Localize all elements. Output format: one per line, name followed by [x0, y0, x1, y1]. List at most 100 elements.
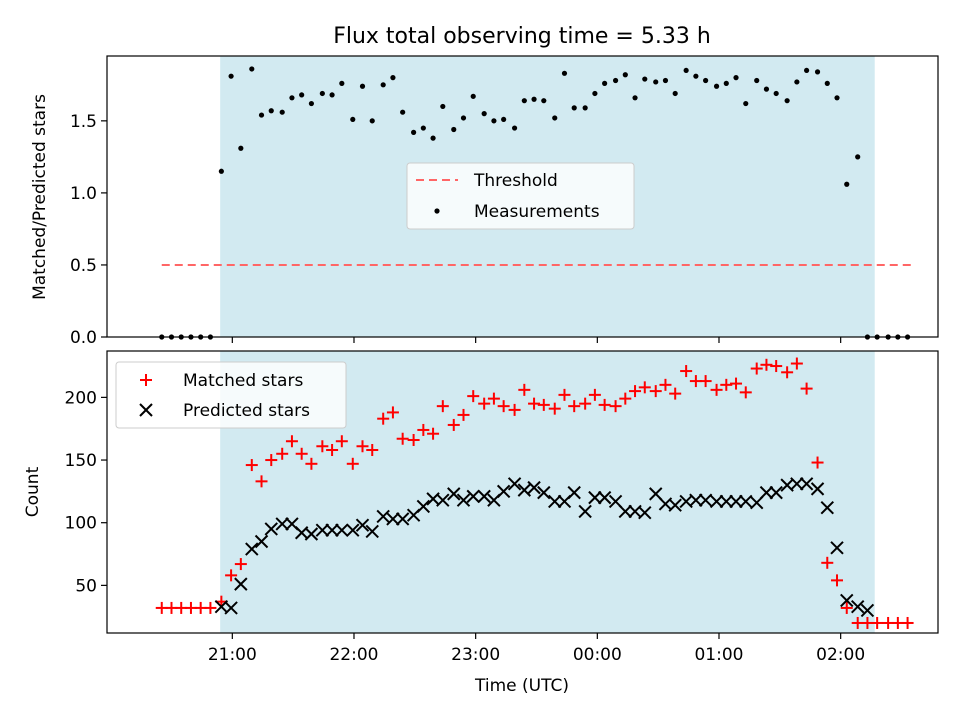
top-panel: 0.0 0.5 1.0 1.5 Matched/Predicted stars Thr…: [30, 55, 939, 348]
measurement-point: [481, 111, 487, 117]
matched-star-point: [629, 385, 642, 398]
matched-star-point: [588, 388, 601, 401]
predicted-star-point: [810, 482, 825, 496]
measurement-point: [773, 90, 779, 97]
xtick-label: 23:00: [451, 645, 500, 665]
x-axis-label: Time (UTC): [474, 676, 569, 696]
predicted-star-point: [588, 490, 602, 505]
measurement-point: [411, 129, 417, 135]
matched-star-point: [204, 601, 217, 614]
matched-star-point: [619, 392, 632, 405]
measurement-point: [855, 154, 861, 160]
measurement-point: [582, 105, 588, 111]
measurement-point: [249, 66, 255, 72]
predicted-star-point: [840, 593, 854, 608]
measurement-point: [359, 83, 366, 89]
measurement-point: [491, 118, 497, 124]
predicted-star-point: [477, 489, 491, 504]
xtick-label: 00:00: [573, 645, 622, 665]
matched-star-point: [255, 475, 268, 488]
bottom-panel: 50 100 150 200 21:00 22:00 23:00 00:00 01:00 02:…: [23, 350, 939, 696]
matched-star-point: [579, 397, 592, 410]
measurement-point: [653, 79, 659, 85]
matched-star-point: [396, 432, 409, 445]
predicted-star-point: [537, 485, 551, 500]
measurement-point: [521, 98, 527, 104]
measurement-point: [460, 115, 467, 121]
predicted-star-point: [264, 522, 278, 536]
bottom-panel-ylabel: Count: [23, 466, 43, 517]
matched-star-point: [720, 378, 733, 391]
predicted-star-point: [618, 504, 633, 519]
matched-star-point: [326, 444, 339, 457]
predicted-star-point: [355, 518, 370, 532]
measurement-point: [683, 67, 689, 74]
measurement-point: [733, 75, 739, 81]
measurement-point: [662, 77, 669, 84]
measurement-point: [350, 116, 356, 123]
predicted-star-point: [376, 509, 390, 524]
matched-star-point: [680, 365, 693, 378]
legend-measurements-swatch: [434, 208, 440, 214]
matched-star-point: [305, 457, 318, 470]
matched-star-point: [558, 388, 571, 401]
predicted-star-point: [850, 599, 865, 614]
matched-star-point: [276, 447, 289, 460]
predicted-star-point: [254, 534, 269, 549]
predicted-star-point: [698, 493, 713, 507]
bottom-legend-box: [115, 361, 347, 429]
matched-star-point: [537, 398, 550, 411]
measurement-point: [390, 75, 396, 81]
measurement-point: [784, 98, 790, 104]
matched-star-point: [568, 400, 581, 413]
matched-star-point: [831, 574, 844, 587]
matched-star-point: [781, 366, 794, 379]
predicted-star-point: [234, 577, 248, 591]
matched-star-point: [811, 456, 824, 469]
predicted-star-point: [456, 493, 471, 507]
top-ytick-label: 1.0: [70, 184, 97, 204]
bottom-panel-y-ticks: 50 100 150 200: [65, 388, 107, 596]
measurement-point: [430, 135, 436, 141]
measurement-point: [844, 181, 850, 187]
matched-star-point: [518, 383, 531, 396]
matched-star-point: [659, 378, 672, 391]
matched-star-point: [901, 616, 914, 629]
matched-star-point: [770, 360, 783, 373]
measurement-point: [834, 95, 840, 101]
measurement-point: [268, 108, 274, 114]
matched-star-point: [497, 400, 510, 413]
predicted-star-point: [719, 494, 734, 509]
matched-star-point: [417, 423, 430, 436]
predicted-star-point: [729, 494, 743, 509]
bottom-ytick-label: 200: [65, 388, 97, 408]
predicted-star-point: [769, 485, 783, 500]
matched-star-point: [760, 358, 773, 371]
measurement-point: [743, 100, 749, 107]
measurement-point: [470, 93, 476, 99]
predicted-star-point: [689, 493, 703, 507]
matched-star-point: [730, 377, 743, 390]
measurement-point: [420, 125, 426, 131]
matched-star-point: [447, 418, 460, 431]
predicted-star-point: [860, 603, 875, 618]
matched-star-point: [548, 402, 561, 415]
predicted-star-point: [820, 500, 834, 515]
predicted-star-point: [799, 477, 814, 491]
matched-star-point: [790, 357, 803, 370]
matched-star-point: [649, 385, 662, 398]
measurement-point: [602, 80, 608, 86]
bottom-ytick-label: 150: [65, 451, 97, 471]
predicted-star-point: [548, 494, 562, 509]
predicted-star-point: [567, 485, 581, 500]
predicted-star-point: [325, 523, 339, 537]
matched-star-point: [234, 558, 247, 571]
matched-star-point: [295, 447, 308, 460]
matched-star-point: [840, 601, 853, 614]
matched-star-point: [436, 400, 449, 413]
measurement-point: [228, 73, 234, 79]
legend-matched-label: Matched stars: [183, 371, 303, 391]
bottom-panel-x-ticks: 21:00 22:00 23:00 00:00 01:00 02:00: [208, 633, 865, 665]
legend-measurements-label: Measurements: [474, 202, 600, 222]
matched-star-point: [245, 459, 258, 472]
